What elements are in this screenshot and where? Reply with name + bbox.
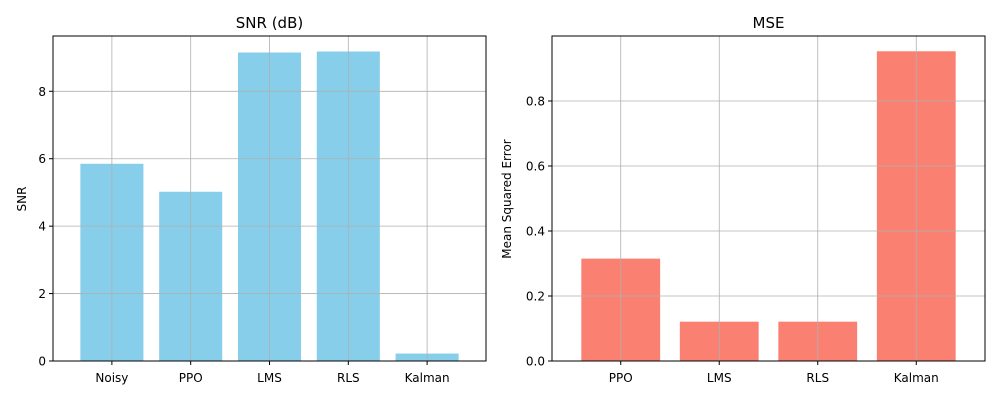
mse-bars [581,51,956,362]
mse-plot-frame [551,35,986,362]
snr-y-axis-label: SNR [15,187,29,212]
mse-xtick-label-ppo: PPO [609,371,633,385]
snr-ytick-label: 4 [38,220,46,234]
snr-chart-title: SNR (dB) [236,14,303,32]
snr-xtick-label-kalman: Kalman [405,371,450,385]
mse-ticks: 0.0 0.2 0.4 0.6 0.8 PPO LMS RLS Kalman [526,95,939,386]
mse-xtick-label-kalman: Kalman [894,371,939,385]
mse-chart-title: MSE [753,14,785,32]
snr-ytick-label: 0 [38,355,46,369]
mse-ytick-label: 0.6 [526,160,545,174]
mse-xtick-label-rls: RLS [806,371,829,385]
snr-xtick-label-ppo: PPO [179,371,203,385]
mse-ytick-label: 0.8 [526,95,545,109]
snr-ytick-label: 2 [38,287,46,301]
snr-xtick-label-noisy: Noisy [95,371,128,385]
mse-y-axis-label: Mean Squared Error [500,139,514,259]
snr-ytick-label: 6 [38,152,46,166]
snr-xtick-label-lms: LMS [257,371,282,385]
mse-chart: MSE Mean Squared Error 0.0 0.2 0.4 0.6 0.8 PP… [500,14,986,386]
mse-ytick-label: 0.4 [526,225,545,239]
mse-ytick-label: 0.2 [526,290,545,304]
mse-xtick-label-lms: LMS [707,371,732,385]
snr-chart: SNR (dB) SNR 0 2 4 6 8 Noisy PPO LMS RLS Kalman [15,14,487,385]
snr-ytick-label: 8 [38,85,46,99]
snr-ticks: 0 2 4 6 8 Noisy PPO LMS RLS Kalman [38,85,449,385]
snr-xtick-label-rls: RLS [337,371,360,385]
mse-ytick-label: 0.0 [526,355,545,369]
